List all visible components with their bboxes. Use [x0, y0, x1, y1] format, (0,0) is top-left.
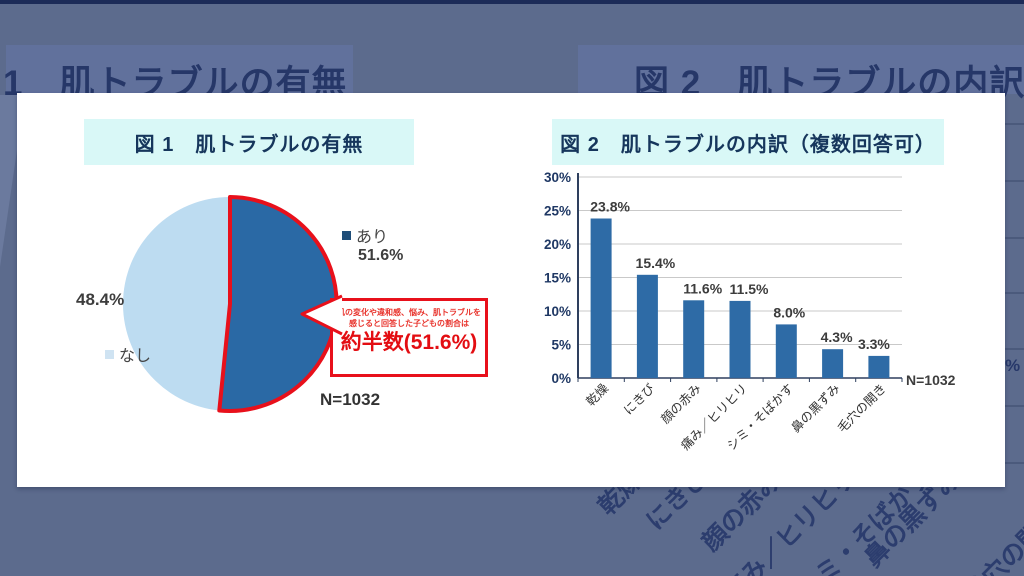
x-axis-category-label: 顔の赤み — [658, 381, 704, 427]
x-axis-category-label: 鼻の黒ずみ — [788, 381, 843, 436]
y-axis-tick-label: 25% — [544, 204, 571, 219]
background-gridline — [1002, 123, 1024, 125]
bar — [636, 274, 658, 378]
x-axis-category-label: にきび — [621, 381, 658, 418]
bar — [729, 300, 751, 378]
callout-pointer-icon — [300, 294, 343, 336]
fig2-title: 図 2 肌トラブルの内訳（複数回答可） — [552, 119, 944, 165]
legend-swatch-ari-icon — [342, 230, 351, 240]
y-axis-tick-label: 5% — [551, 338, 571, 353]
fig2-n-label: N=1032 — [906, 372, 956, 388]
background-gridline — [1002, 237, 1024, 239]
y-axis-tick-label: 10% — [544, 304, 571, 319]
y-axis-tick-label: 0% — [551, 371, 571, 386]
legend-swatch-nashi-icon — [105, 349, 114, 359]
legend-ari-label: あり — [356, 229, 389, 246]
pie-value-ari: 51.6% — [358, 247, 404, 264]
background-pie-fragment — [0, 95, 17, 267]
bar-value-label: 4.3% — [821, 329, 853, 345]
pie-chart — [123, 195, 339, 413]
callout-box: 肌の変化や違和感、悩み、肌トラブルを 感じると回答した子どもの割合は 約半数(5… — [330, 298, 488, 377]
bar-value-label: 11.5% — [730, 281, 769, 297]
bar — [775, 324, 797, 378]
y-axis-tick-label: 20% — [544, 237, 571, 252]
bar-value-label: 3.3% — [858, 336, 890, 352]
background-gridline — [1002, 462, 1024, 464]
bar — [868, 355, 890, 378]
callout-line3: 約半数(51.6%) — [340, 331, 478, 354]
legend-nashi: なし — [105, 342, 151, 366]
bar-value-label: 11.6% — [683, 280, 722, 296]
fig1-n-label: N=1032 — [320, 390, 381, 409]
background-gridline — [1002, 292, 1024, 294]
bar-value-label: 8.0% — [773, 304, 805, 320]
bar-value-label: 23.8% — [590, 199, 630, 215]
bar — [590, 218, 612, 378]
background-title-band-right — [578, 45, 1024, 94]
background-top-strip — [0, 0, 1024, 4]
bar — [822, 349, 844, 378]
bar — [683, 300, 705, 378]
y-axis-tick-label: 30% — [544, 170, 571, 185]
background-percent-fragment: % — [1005, 356, 1021, 375]
callout-line2: 感じると回答した子どもの割合は — [349, 319, 469, 328]
x-axis-category-label: 毛穴の開き — [834, 381, 889, 436]
background-category-label: 毛穴の開き — [958, 500, 1024, 576]
charts-card: 図 1 肌トラブルの有無 48.4% なし あり 51.6% N=1032 肌の… — [17, 93, 1005, 487]
background-title-band-left — [6, 45, 353, 94]
legend-nashi-label: なし — [119, 348, 152, 365]
fig1-title: 図 1 肌トラブルの有無 — [84, 119, 414, 165]
legend-ari: あり — [342, 223, 388, 247]
background-gridline — [1002, 180, 1024, 182]
callout-line1: 肌の変化や違和感、悩み、肌トラブルを — [337, 308, 481, 317]
bar-value-label: 15.4% — [636, 255, 676, 271]
bar-chart: 0% 5% 10% 15% 20% 25% 30% 23.8% 乾燥 15.4% にきび 11.6% 顔… — [544, 170, 903, 453]
background-gridline — [1002, 405, 1024, 407]
background-gridline — [1002, 348, 1024, 350]
y-axis-tick-label: 15% — [544, 271, 571, 286]
pie-value-nashi: 48.4% — [76, 290, 125, 309]
x-axis-category-label: 乾燥 — [584, 381, 612, 409]
